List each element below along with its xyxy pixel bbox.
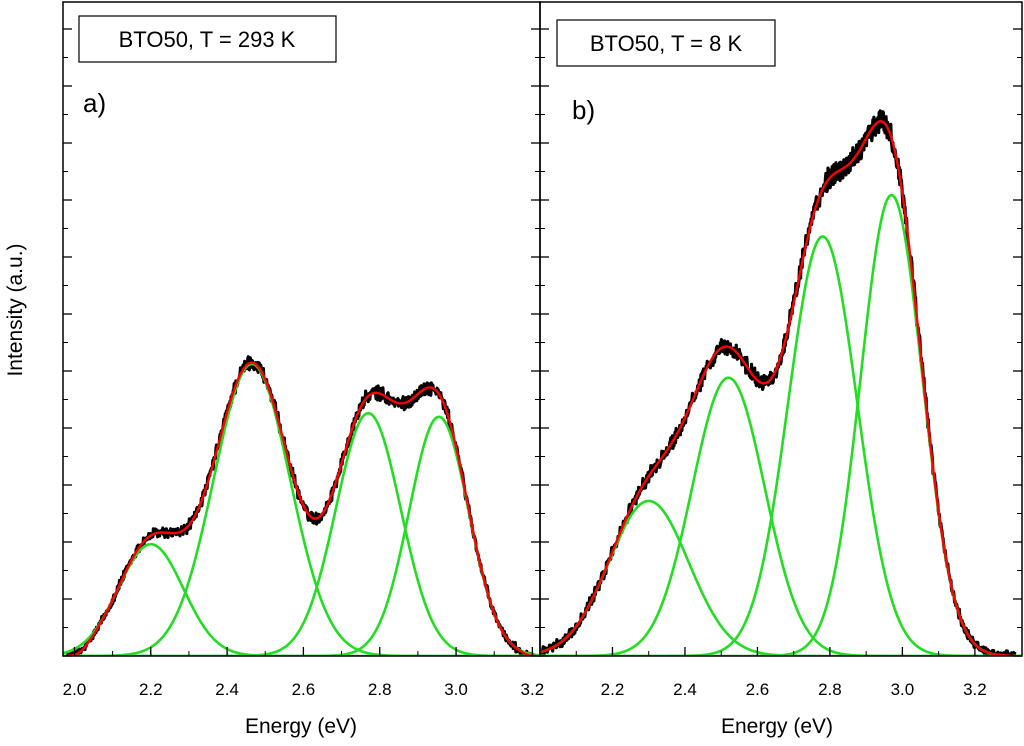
x-tick-label: 2.0 xyxy=(63,680,87,699)
x-tick-label: 2.8 xyxy=(368,680,392,699)
panel-b-letter: b) xyxy=(572,95,595,125)
x-tick-label: 2.4 xyxy=(673,680,697,699)
panel-a-sample-label: BTO50, T = 293 K xyxy=(119,27,296,52)
fit-curve xyxy=(540,120,1015,656)
panel-b: 2.2 2.4 2.6 2.8 3.0 3.2 BTO50, T = 8 K b) Ene… xyxy=(539,1,1023,738)
panel-a-curves xyxy=(63,355,540,656)
panel-a-letter: a) xyxy=(83,88,106,118)
panel-a-x-axis-title: Energy (eV) xyxy=(245,715,357,738)
x-tick-label: 3.0 xyxy=(444,680,468,699)
panel-b-frame xyxy=(539,1,1023,657)
x-tick-label: 2.6 xyxy=(746,680,770,699)
panel-a: 2.0 2.2 2.4 2.6 2.8 3.0 3.2 BTO50, T = 293 K a… xyxy=(62,1,545,738)
component-curve-2 xyxy=(63,362,540,656)
x-tick-label: 2.2 xyxy=(601,680,625,699)
x-tick-label: 2.8 xyxy=(818,680,842,699)
panel-b-y-ticks xyxy=(540,28,1022,657)
panel-a-info-box: BTO50, T = 293 K xyxy=(78,15,337,63)
component-curve-3 xyxy=(63,411,540,656)
panel-a-y-ticks xyxy=(63,28,540,657)
component-curve-3 xyxy=(540,235,1022,656)
component-curve-2 xyxy=(540,376,1022,656)
x-tick-label: 3.2 xyxy=(963,680,987,699)
component-curve-1 xyxy=(63,542,540,656)
panel-b-x-ticks: 2.2 2.4 2.6 2.8 3.0 3.2 xyxy=(539,647,1012,699)
x-tick-label: 3.0 xyxy=(891,680,915,699)
y-axis-title: Intensity (a.u.) xyxy=(4,243,27,376)
panel-a-x-ticks: 2.0 2.2 2.4 2.6 2.8 3.0 3.2 xyxy=(63,647,545,699)
panel-b-sample-label: BTO50, T = 8 K xyxy=(590,31,743,56)
fit-curve xyxy=(66,361,537,656)
panel-b-info-box: BTO50, T = 8 K xyxy=(556,19,776,67)
x-tick-label: 2.4 xyxy=(215,680,239,699)
x-tick-label: 2.6 xyxy=(292,680,316,699)
x-tick-label: 2.2 xyxy=(139,680,163,699)
x-tick-label: 3.2 xyxy=(521,680,545,699)
panel-b-x-axis-title: Energy (eV) xyxy=(721,715,833,738)
